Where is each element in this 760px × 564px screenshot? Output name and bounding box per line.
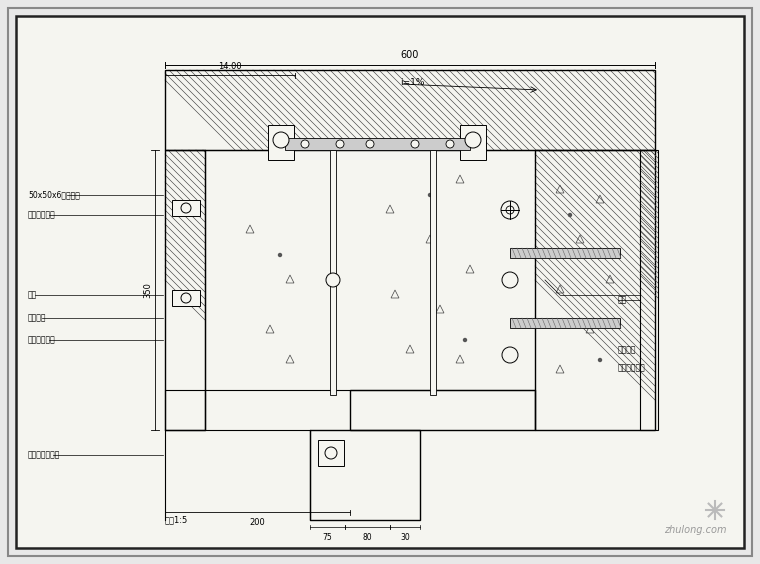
Bar <box>165 430 310 520</box>
Text: 50x50x6镀锌角钢: 50x50x6镀锌角钢 <box>28 191 80 200</box>
Circle shape <box>501 201 519 219</box>
Text: zhulong.com: zhulong.com <box>663 525 727 535</box>
Circle shape <box>465 132 481 148</box>
Circle shape <box>429 193 432 196</box>
Bar <box>460 125 486 160</box>
Circle shape <box>568 214 572 217</box>
Text: 石材: 石材 <box>28 290 37 299</box>
Bar <box>318 440 344 466</box>
Bar <box>535 150 655 430</box>
Text: i=1%: i=1% <box>400 78 425 87</box>
Text: 14.00: 14.00 <box>218 62 242 71</box>
Circle shape <box>336 140 344 148</box>
Bar <box>350 390 535 430</box>
Text: 80: 80 <box>363 533 372 542</box>
Text: 350: 350 <box>143 282 152 298</box>
Circle shape <box>464 338 467 341</box>
Bar <box>640 150 658 430</box>
Text: 不锈钢干挂件: 不锈钢干挂件 <box>28 210 55 219</box>
Circle shape <box>326 273 340 287</box>
Circle shape <box>273 132 289 148</box>
Bar <box>510 318 620 328</box>
Circle shape <box>411 140 419 148</box>
Bar <box>510 248 620 258</box>
Bar <box>310 430 420 520</box>
Text: 不锈钢干挂件: 不锈钢干挂件 <box>28 336 55 345</box>
Bar <box>165 70 655 150</box>
Text: 200: 200 <box>249 518 265 527</box>
Text: 垂直胶条: 垂直胶条 <box>28 314 46 323</box>
Bar <box>285 138 470 150</box>
Text: 比例1:5: 比例1:5 <box>165 515 188 525</box>
Bar <box>430 150 436 395</box>
Circle shape <box>502 347 518 363</box>
Text: 膨钉: 膨钉 <box>618 296 627 305</box>
Circle shape <box>502 272 518 288</box>
Bar <box>165 150 205 430</box>
Bar <box>172 290 200 306</box>
Text: 混水工整洁压: 混水工整洁压 <box>618 364 646 372</box>
Text: 75: 75 <box>323 533 332 542</box>
Circle shape <box>599 359 601 362</box>
Circle shape <box>181 203 191 213</box>
Bar <box>172 200 200 216</box>
Bar <box>268 125 294 160</box>
Bar <box>205 150 535 390</box>
Circle shape <box>301 140 309 148</box>
Text: 30: 30 <box>400 533 410 542</box>
Text: 磁石加固: 磁石加固 <box>618 346 637 355</box>
Circle shape <box>325 447 337 459</box>
Text: 石材中间斜坡板: 石材中间斜坡板 <box>28 451 60 460</box>
Circle shape <box>181 293 191 303</box>
Text: 600: 600 <box>401 50 420 60</box>
Circle shape <box>366 140 374 148</box>
Bar <box>330 150 336 395</box>
Circle shape <box>446 140 454 148</box>
Circle shape <box>278 253 281 257</box>
Bar <box>165 390 205 430</box>
